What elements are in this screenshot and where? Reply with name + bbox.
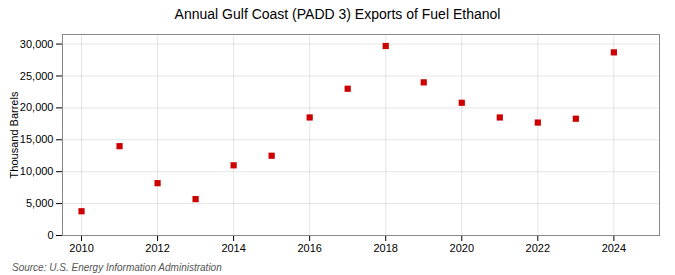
svg-text:0: 0 — [47, 229, 53, 241]
svg-text:15,000: 15,000 — [20, 133, 54, 145]
svg-text:2024: 2024 — [602, 242, 626, 254]
svg-text:2010: 2010 — [69, 242, 93, 254]
svg-text:10,000: 10,000 — [20, 165, 54, 177]
html-text:Source: U.S. Energy Informatio: Source: U.S. Energy Information Administ… — [12, 262, 222, 273]
svg-text:2018: 2018 — [373, 242, 397, 254]
svg-text:2020: 2020 — [450, 242, 474, 254]
svg-text:20,000: 20,000 — [20, 101, 54, 113]
svg-text:5,000: 5,000 — [26, 197, 54, 209]
svg-text:Thousand Barrels: Thousand Barrels — [8, 91, 20, 178]
svg-text:2014: 2014 — [221, 242, 245, 254]
svg-text:2022: 2022 — [526, 242, 550, 254]
svg-text:25,000: 25,000 — [20, 69, 54, 81]
html-text:Annual Gulf Coast (PADD 3) Exp: Annual Gulf Coast (PADD 3) Exports of Fu… — [174, 6, 501, 22]
svg-text:2012: 2012 — [145, 242, 169, 254]
svg-text:2016: 2016 — [297, 242, 321, 254]
svg-text:30,000: 30,000 — [20, 38, 54, 50]
